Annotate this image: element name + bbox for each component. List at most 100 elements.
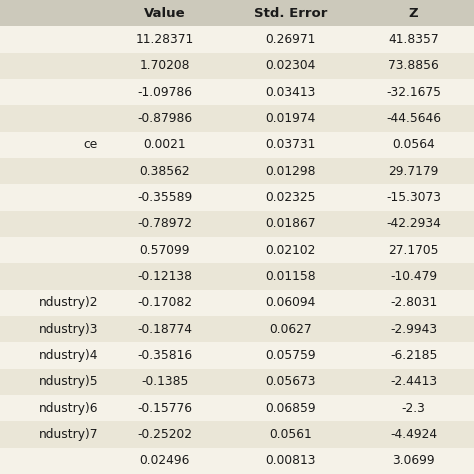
Bar	[102, 447, 228, 474]
Bar	[102, 158, 228, 184]
Bar	[0, 395, 102, 421]
Text: -2.3: -2.3	[401, 401, 426, 415]
Bar	[0, 237, 102, 264]
Bar	[353, 290, 474, 316]
Bar	[353, 342, 474, 369]
Bar	[102, 395, 228, 421]
Bar	[353, 395, 474, 421]
Text: -6.2185: -6.2185	[390, 349, 437, 362]
Text: -0.35816: -0.35816	[137, 349, 192, 362]
Bar	[353, 132, 474, 158]
Bar	[102, 316, 228, 342]
Text: 0.26971: 0.26971	[265, 33, 316, 46]
Text: ndustry)7: ndustry)7	[38, 428, 98, 441]
Text: 27.1705: 27.1705	[388, 244, 439, 256]
Bar	[102, 132, 228, 158]
Text: 0.02304: 0.02304	[265, 59, 316, 73]
Bar	[353, 421, 474, 447]
Text: Value: Value	[144, 7, 185, 19]
Text: ce: ce	[84, 138, 98, 151]
Bar	[228, 369, 353, 395]
Bar	[0, 342, 102, 369]
Bar	[353, 79, 474, 105]
Bar	[353, 0, 474, 27]
Bar	[0, 132, 102, 158]
Bar	[228, 421, 353, 447]
Bar	[102, 105, 228, 132]
Text: 0.02325: 0.02325	[265, 191, 316, 204]
Bar	[228, 237, 353, 264]
Bar	[102, 421, 228, 447]
Bar	[228, 158, 353, 184]
Bar	[102, 0, 228, 27]
Bar	[228, 342, 353, 369]
Bar	[102, 210, 228, 237]
Bar	[0, 210, 102, 237]
Bar	[228, 53, 353, 79]
Text: 0.03731: 0.03731	[265, 138, 316, 151]
Text: -10.479: -10.479	[390, 270, 437, 283]
Text: -15.3073: -15.3073	[386, 191, 441, 204]
Bar	[228, 210, 353, 237]
Text: 0.01867: 0.01867	[265, 218, 316, 230]
Text: 0.03413: 0.03413	[265, 86, 316, 99]
Bar	[353, 53, 474, 79]
Text: 1.70208: 1.70208	[139, 59, 190, 73]
Bar	[228, 105, 353, 132]
Text: 0.06094: 0.06094	[265, 296, 316, 310]
Text: -0.17082: -0.17082	[137, 296, 192, 310]
Bar	[102, 27, 228, 53]
Bar	[228, 290, 353, 316]
Text: 0.38562: 0.38562	[139, 164, 190, 178]
Text: 73.8856: 73.8856	[388, 59, 439, 73]
Bar	[102, 342, 228, 369]
Text: 0.06859: 0.06859	[265, 401, 316, 415]
Bar	[228, 264, 353, 290]
Bar	[102, 290, 228, 316]
Bar	[353, 447, 474, 474]
Text: -1.09786: -1.09786	[137, 86, 192, 99]
Text: -0.87986: -0.87986	[137, 112, 192, 125]
Text: -42.2934: -42.2934	[386, 218, 441, 230]
Bar	[353, 210, 474, 237]
Text: 0.05759: 0.05759	[265, 349, 316, 362]
Bar	[102, 79, 228, 105]
Bar	[102, 369, 228, 395]
Text: 0.0627: 0.0627	[269, 323, 311, 336]
Bar	[0, 184, 102, 210]
Bar	[0, 421, 102, 447]
Bar	[228, 184, 353, 210]
Bar	[353, 369, 474, 395]
Bar	[0, 264, 102, 290]
Bar	[353, 237, 474, 264]
Text: ndustry)2: ndustry)2	[38, 296, 98, 310]
Text: -4.4924: -4.4924	[390, 428, 437, 441]
Bar	[228, 27, 353, 53]
Bar	[353, 105, 474, 132]
Bar	[228, 132, 353, 158]
Bar	[102, 53, 228, 79]
Text: 0.02496: 0.02496	[139, 455, 190, 467]
Bar	[0, 79, 102, 105]
Text: Std. Error: Std. Error	[254, 7, 327, 19]
Text: -0.15776: -0.15776	[137, 401, 192, 415]
Text: 0.05673: 0.05673	[265, 375, 316, 388]
Text: -44.5646: -44.5646	[386, 112, 441, 125]
Bar	[0, 53, 102, 79]
Text: -2.4413: -2.4413	[390, 375, 437, 388]
Text: Z: Z	[409, 7, 419, 19]
Bar	[0, 27, 102, 53]
Text: 0.0021: 0.0021	[144, 138, 186, 151]
Text: -0.1385: -0.1385	[141, 375, 188, 388]
Text: 0.01974: 0.01974	[265, 112, 316, 125]
Text: ndustry)5: ndustry)5	[38, 375, 98, 388]
Bar	[0, 0, 102, 27]
Text: -0.18774: -0.18774	[137, 323, 192, 336]
Bar	[353, 158, 474, 184]
Bar	[353, 184, 474, 210]
Bar	[102, 184, 228, 210]
Text: 0.0564: 0.0564	[392, 138, 435, 151]
Text: -0.78972: -0.78972	[137, 218, 192, 230]
Bar	[0, 316, 102, 342]
Text: -0.12138: -0.12138	[137, 270, 192, 283]
